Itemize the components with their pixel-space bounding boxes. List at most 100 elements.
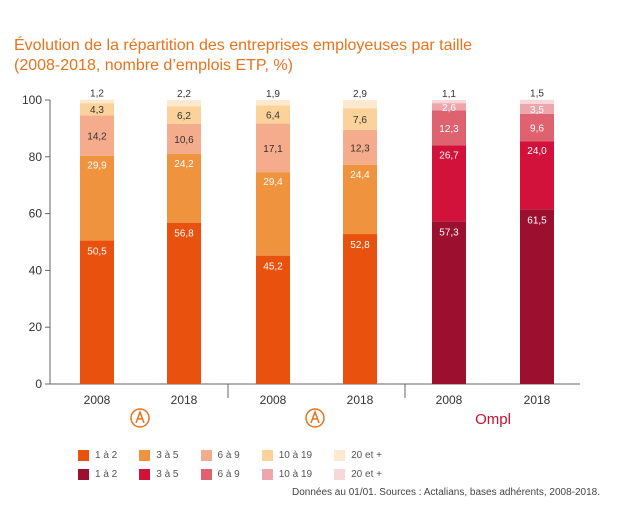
bar-segment-6-9 (256, 123, 290, 173)
legend-label: 1 à 2 (95, 450, 118, 461)
data-label: 56,8 (174, 229, 194, 240)
y-tick-label: 0 (35, 377, 42, 391)
bar-segment-3-5 (343, 164, 377, 235)
opcapl-logo: Ompl (475, 411, 511, 428)
data-label: 24,0 (527, 146, 547, 157)
bar-segment-3-5 (432, 145, 466, 222)
data-label: 7,6 (353, 115, 367, 126)
legend-item: 6 à 9 (200, 469, 240, 480)
legend-item: 20 et + (334, 469, 382, 480)
legend-swatch (78, 450, 89, 461)
data-label: 45,2 (263, 262, 283, 273)
legend-item: 10 à 19 (261, 469, 313, 480)
bar-segment-3-5 (520, 141, 554, 210)
bar-segment-10-19 (432, 103, 466, 111)
legend-row-actalians: 1 à 2 3 à 5 6 à 9 10 à 19 20 et + (78, 450, 404, 461)
bar-segment-6-9 (167, 123, 201, 154)
data-label: 6,2 (177, 111, 191, 122)
legend-item: 1 à 2 (78, 469, 117, 480)
legend-item: 10 à 19 (261, 450, 313, 461)
bar-segment-10-19 (80, 103, 114, 116)
data-label: 24,2 (174, 159, 194, 170)
data-label: 1,9 (266, 89, 280, 100)
legend-label: 3 à 5 (156, 450, 179, 461)
data-label: 29,9 (87, 161, 107, 172)
bar-segment-10-19 (167, 106, 201, 124)
x-tick-label: 2018 (171, 393, 198, 407)
chart-title-line2: (2008-2018, nombre d’emplois ETP, %) (14, 57, 293, 74)
legend-label: 10 à 19 (278, 450, 313, 461)
data-label: 4,3 (90, 105, 104, 116)
legend-item: 3 à 5 (139, 469, 179, 480)
chart-title: Évolution de la répartition des entrepri… (14, 36, 614, 76)
legend-swatch (334, 450, 346, 461)
bar-segment-3-5 (80, 155, 114, 241)
data-label: 2,9 (353, 89, 367, 100)
bar-segment-1-2 (167, 222, 201, 384)
legend-row-opcapl: 1 à 2 3 à 5 6 à 9 10 à 19 20 et + (78, 469, 404, 480)
data-label: 6,4 (266, 110, 280, 121)
source-note: Données au 01/01. Sources : Actalians, b… (292, 487, 600, 498)
legend-item: 20 et + (334, 450, 382, 461)
legend-swatch (139, 450, 151, 461)
legend-swatch (334, 469, 346, 480)
data-label: 24,4 (350, 170, 370, 181)
data-label: 57,3 (439, 227, 459, 238)
actalians-logo-b (305, 408, 325, 428)
y-tick-label: 20 (29, 320, 43, 334)
legend-swatch (78, 469, 89, 480)
data-label: 1,2 (90, 89, 104, 100)
legend-label: 10 à 19 (278, 469, 313, 480)
bar-segment-20-et- (256, 100, 290, 106)
data-label: 14,2 (87, 132, 107, 143)
x-tick-label: 2008 (260, 393, 287, 407)
y-tick-label: 100 (22, 93, 42, 107)
bar-segment-10-19 (343, 108, 377, 130)
data-label: 50,5 (87, 247, 107, 258)
bar-segment-6-9 (432, 110, 466, 146)
legend-swatch (200, 469, 212, 480)
x-tick-label: 2018 (524, 393, 551, 407)
y-tick-label: 40 (29, 263, 43, 277)
legend-label: 6 à 9 (217, 450, 240, 461)
y-tick-label: 60 (29, 207, 43, 221)
legend-swatch (139, 469, 151, 480)
bar-segment-6-9 (520, 113, 554, 142)
bar-segment-1-2 (343, 234, 377, 384)
legend-item: 1 à 2 (78, 450, 117, 461)
bar-segment-1-2 (80, 240, 114, 384)
chart-title-line1: Évolution de la répartition des entrepri… (14, 37, 473, 54)
data-label: 52,8 (350, 240, 370, 251)
bar-segment-20-et- (520, 99, 554, 104)
data-label: 2,6 (442, 103, 456, 114)
x-tick-label: 2018 (347, 393, 374, 407)
bar-segment-6-9 (80, 115, 114, 156)
bar-segment-1-2 (256, 255, 290, 384)
bar-segment-1-2 (432, 221, 466, 384)
legend-label: 6 à 9 (217, 469, 240, 480)
bar-segment-10-19 (520, 103, 554, 114)
legend-label: 20 et + (351, 469, 382, 480)
data-label: 9,6 (530, 124, 544, 135)
legend-item: 6 à 9 (200, 450, 240, 461)
data-label: 17,1 (263, 144, 283, 155)
legend-swatch (200, 450, 212, 461)
data-label: 26,7 (439, 150, 459, 161)
data-label: 12,3 (350, 143, 370, 154)
bar-segment-20-et- (432, 100, 466, 104)
data-label: 3,5 (530, 105, 544, 116)
legend-label: 1 à 2 (95, 469, 118, 480)
actalians-logo-a (130, 408, 150, 428)
bar-segment-20-et- (343, 100, 377, 109)
bar-segment-20-et- (167, 100, 201, 107)
x-tick-label: 2008 (436, 393, 463, 407)
bar-segment-3-5 (167, 153, 201, 223)
data-label: 29,4 (263, 177, 283, 188)
bar-segment-3-5 (256, 172, 290, 256)
legend-swatch (261, 469, 273, 480)
bar-segment-20-et- (80, 99, 114, 104)
bar-segment-10-19 (256, 105, 290, 124)
x-tick-label: 2008 (84, 393, 111, 407)
legend-label: 20 et + (351, 450, 382, 461)
